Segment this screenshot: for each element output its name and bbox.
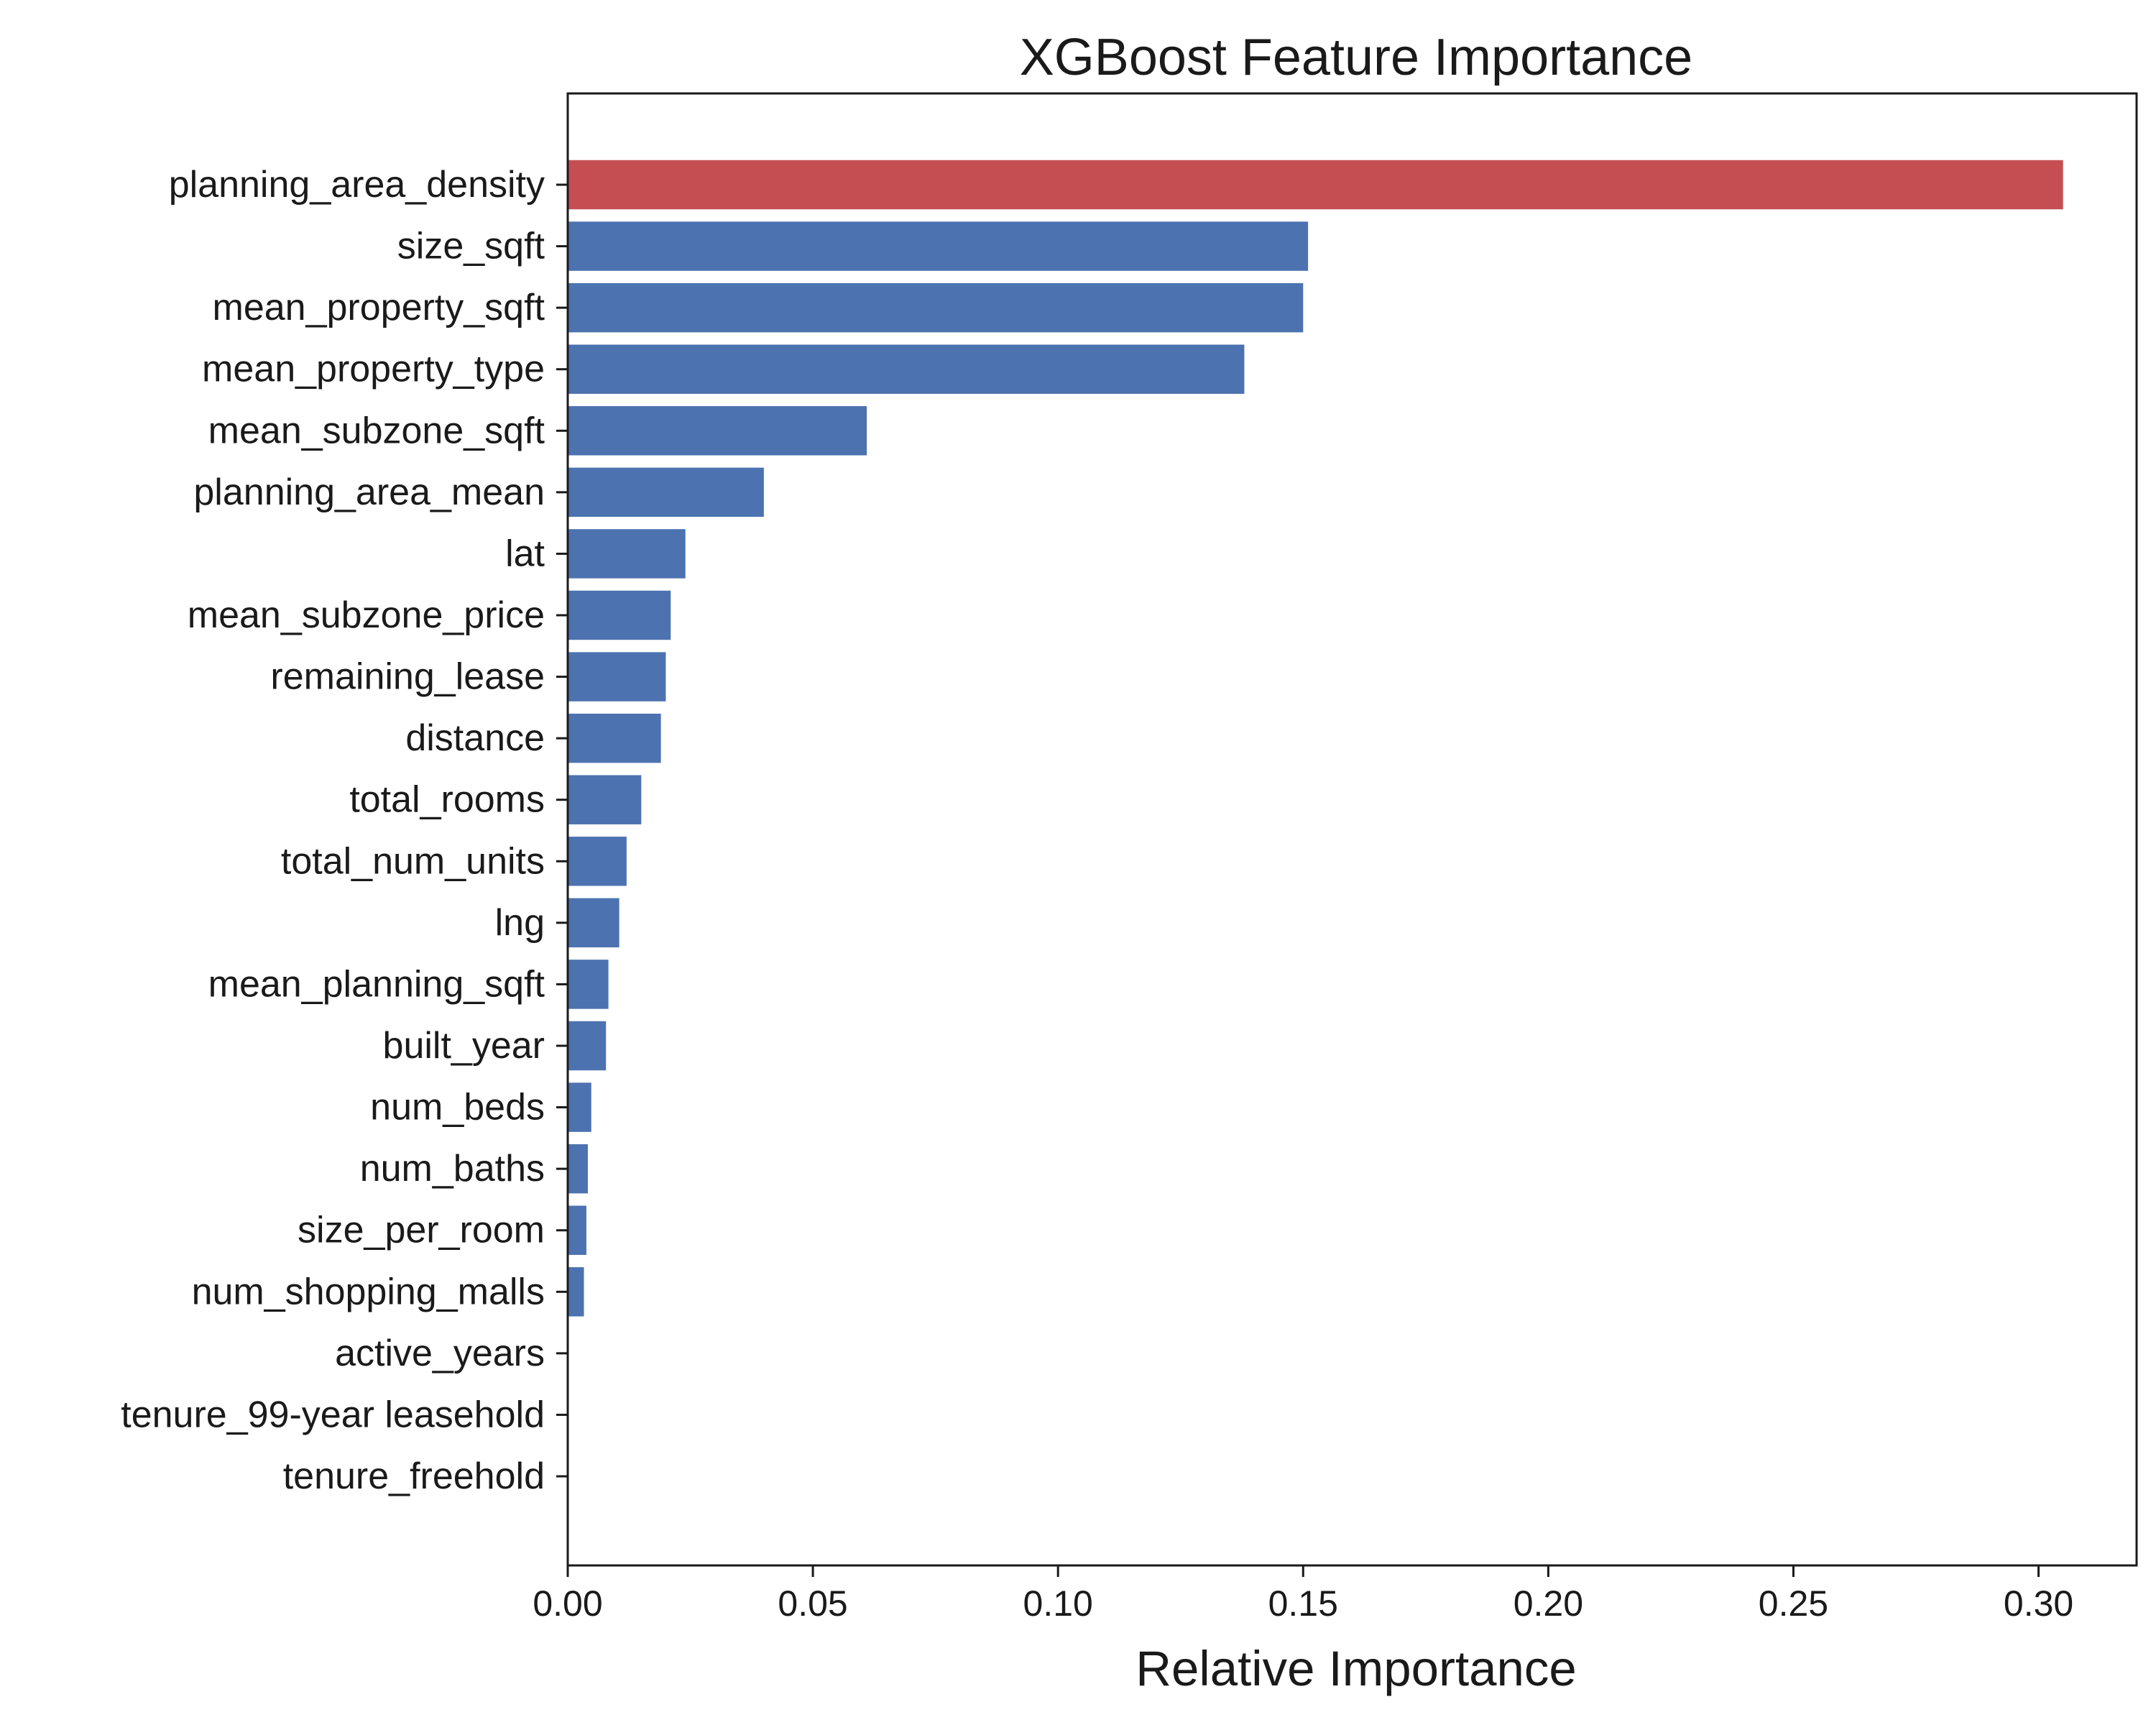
y-tick-label: mean_planning_sqft: [208, 963, 545, 1005]
y-tick-label: size_sqft: [397, 226, 545, 267]
y-tick-label: num_beds: [370, 1087, 545, 1128]
x-tick-label: 0.30: [2004, 1583, 2073, 1624]
y-tick-label: total_num_units: [281, 840, 545, 882]
bar-size-per-room: [568, 1205, 586, 1255]
chart-title: XGBoost Feature Importance: [1020, 29, 1692, 86]
y-tick-label: active_years: [335, 1333, 545, 1374]
x-tick-label: 0.20: [1514, 1583, 1583, 1624]
bars-group: [568, 160, 2063, 1317]
bar-mean-property-sqft: [568, 282, 1304, 333]
y-tick-label: size_per_room: [298, 1210, 545, 1251]
y-tick-label: mean_subzone_price: [188, 594, 545, 636]
bar-size-sqft: [568, 221, 1309, 271]
y-tick-label: remaining_lease: [270, 656, 545, 698]
bar-total-rooms: [568, 775, 642, 824]
x-tick-label: 0.15: [1268, 1583, 1338, 1624]
x-axis: 0.00 0.05 0.10 0.15 0.20 0.25 0.30: [533, 1565, 2073, 1624]
bar-remaining-lease: [568, 652, 666, 702]
bar-distance: [568, 713, 661, 763]
bar-num-beds: [568, 1082, 591, 1132]
bar-mean-property-type: [568, 344, 1245, 394]
y-tick-label: num_baths: [360, 1148, 545, 1190]
bar-mean-subzone-sqft: [568, 406, 867, 456]
y-tick-label: mean_subzone_sqft: [208, 410, 545, 451]
bar-num-baths: [568, 1144, 588, 1194]
plot-frame: [566, 92, 2138, 1567]
y-tick-label: planning_area_mean: [193, 472, 545, 513]
y-tick-label: tenure_99-year leasehold: [121, 1394, 545, 1435]
y-axis: planning_area_density size_sqft mean_prope…: [121, 164, 568, 1497]
y-tick-label: distance: [405, 717, 545, 759]
y-tick-label: tenure_freehold: [283, 1455, 545, 1497]
y-tick-label: num_shopping_malls: [192, 1271, 545, 1312]
y-tick-label: mean_property_sqft: [213, 287, 545, 328]
y-tick-label: lng: [495, 902, 545, 944]
y-tick-label: built_year: [383, 1025, 545, 1067]
bar-num-shopping-malls: [568, 1267, 584, 1317]
x-tick-label: 0.10: [1023, 1583, 1093, 1624]
y-tick-label: total_rooms: [349, 779, 545, 821]
bar-planning-area-density: [568, 160, 2063, 210]
x-tick-label: 0.05: [778, 1583, 847, 1624]
bar-lat: [568, 529, 686, 579]
x-axis-label: Relative Importance: [1135, 1641, 1577, 1696]
y-tick-label: mean_property_type: [202, 349, 545, 390]
y-tick-label: planning_area_density: [169, 164, 545, 206]
y-tick-label: lat: [505, 533, 545, 574]
bar-mean-planning-sqft: [568, 960, 609, 1009]
x-tick-label: 0.00: [533, 1583, 602, 1624]
bar-mean-subzone-price: [568, 590, 671, 640]
bar-lng: [568, 898, 619, 948]
bar-built-year: [568, 1021, 607, 1071]
x-tick-label: 0.25: [1759, 1583, 1828, 1624]
bar-planning-area-mean: [568, 467, 764, 518]
bar-total-num-units: [568, 837, 627, 886]
